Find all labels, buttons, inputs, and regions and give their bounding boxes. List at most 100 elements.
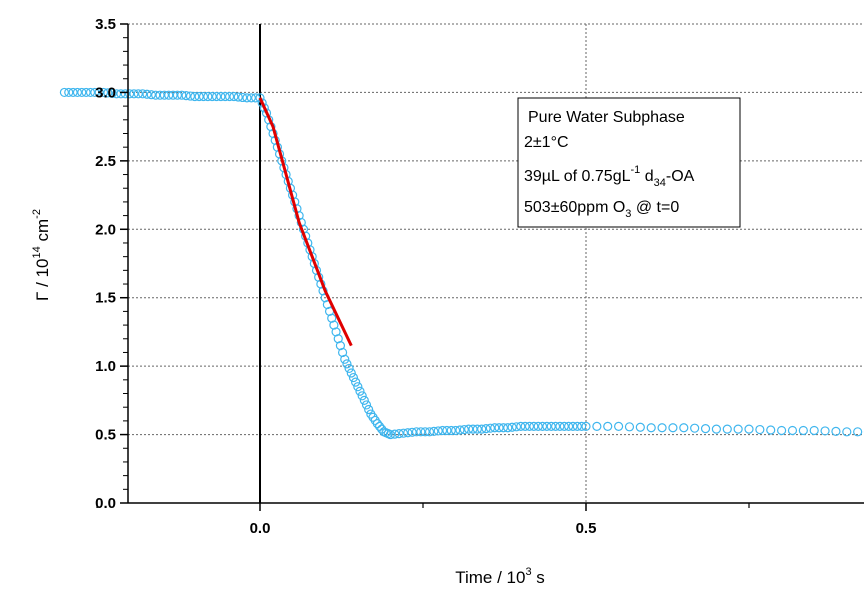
data-points <box>59 87 864 440</box>
annotation-text: 39µL of 0.75gL <box>524 168 631 185</box>
annotation-box: Pure Water Subphase 2±1°C 39µL of 0.75gL-1… <box>517 97 741 228</box>
data-point <box>116 89 126 99</box>
data-point <box>348 372 359 383</box>
data-point <box>820 426 830 436</box>
data-point <box>159 90 169 100</box>
data-point <box>424 427 435 437</box>
data-point <box>125 89 135 99</box>
data-point <box>133 89 143 99</box>
data-point <box>138 89 148 99</box>
data-point <box>385 429 395 440</box>
data-point <box>516 421 526 431</box>
data-point <box>853 427 863 437</box>
data-point <box>233 92 243 102</box>
data-point <box>340 354 350 364</box>
data-point <box>346 368 356 378</box>
data-point <box>359 395 369 405</box>
axes <box>127 24 864 504</box>
data-point <box>572 421 582 431</box>
data-point <box>81 87 91 98</box>
data-point <box>151 90 161 100</box>
y-tick-label: 1.5 <box>95 290 116 307</box>
x-axis-title-suffix: s <box>532 568 545 587</box>
data-point <box>168 90 178 100</box>
data-point <box>242 93 252 103</box>
fit-line-group <box>258 97 353 347</box>
data-point <box>842 427 852 437</box>
data-point <box>657 423 667 433</box>
data-point <box>550 421 561 431</box>
data-point <box>787 425 798 436</box>
data-point <box>355 386 365 396</box>
data-point <box>203 91 213 102</box>
data-point <box>733 424 743 434</box>
y-axis-title-prefix: Γ / 10 <box>33 258 52 300</box>
data-point <box>351 377 361 387</box>
data-point <box>455 425 465 435</box>
data-point <box>446 425 456 436</box>
data-point <box>403 428 413 438</box>
data-point <box>398 428 409 438</box>
data-point <box>129 89 139 99</box>
data-point <box>207 91 217 102</box>
data-point <box>198 91 209 102</box>
annotation-text: @ t=0 <box>631 199 679 216</box>
data-point <box>472 424 482 434</box>
data-point <box>468 424 478 434</box>
data-point <box>181 91 191 101</box>
data-point <box>335 341 346 351</box>
x-tick-label: 0.0 <box>250 520 271 537</box>
data-point <box>107 88 117 98</box>
data-point <box>564 421 574 431</box>
data-point <box>357 391 367 401</box>
data-point <box>68 87 78 98</box>
data-point <box>524 421 535 431</box>
data-point <box>546 421 556 431</box>
y-tick-label: 3.5 <box>95 16 116 33</box>
data-point <box>342 359 352 369</box>
data-point <box>416 427 426 437</box>
data-point <box>433 426 443 436</box>
data-point <box>216 91 226 102</box>
annotation-text: -OA <box>666 168 695 185</box>
data-point <box>592 421 602 431</box>
data-point <box>344 363 354 374</box>
data-point <box>329 320 339 330</box>
data-point <box>481 424 491 434</box>
grid-lines <box>128 23 864 503</box>
annotation-sub: 34 <box>654 177 666 189</box>
data-point <box>668 423 678 433</box>
data-point <box>451 425 461 436</box>
data-point <box>177 90 187 100</box>
data-point <box>142 89 152 99</box>
data-point <box>776 425 787 436</box>
fit-line <box>258 97 353 347</box>
data-point <box>77 87 87 98</box>
data-point <box>394 429 404 439</box>
data-point <box>251 93 261 103</box>
data-point <box>490 423 500 433</box>
data-point <box>211 91 222 102</box>
data-point <box>257 98 267 108</box>
data-point <box>190 91 200 102</box>
data-point <box>711 424 722 434</box>
data-point <box>533 421 543 431</box>
data-point <box>72 87 83 98</box>
data-point <box>635 422 645 432</box>
data-point <box>103 88 113 98</box>
y-tick-label: 3.0 <box>95 84 116 101</box>
annotation-text: d <box>640 168 653 185</box>
data-point <box>568 421 578 431</box>
data-point <box>624 422 635 432</box>
data-point <box>555 421 565 431</box>
data-point <box>542 421 552 431</box>
data-point <box>155 90 165 100</box>
data-point <box>390 429 400 439</box>
y-tick-label: 0.0 <box>95 495 116 512</box>
data-point <box>98 87 109 98</box>
data-point <box>333 334 343 344</box>
data-point <box>498 423 509 433</box>
data-point <box>224 91 235 102</box>
data-point <box>353 382 363 392</box>
